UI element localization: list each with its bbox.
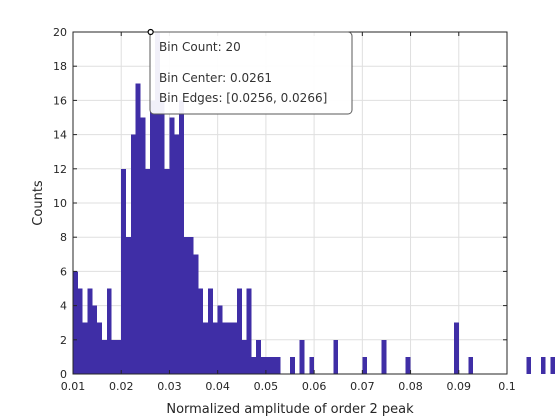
x-tick-label: 0.06	[302, 380, 327, 393]
histogram-bar[interactable]	[92, 305, 98, 374]
histogram-bar[interactable]	[193, 254, 199, 374]
datatip[interactable]: Bin Count: 20 Bin Center: 0.0261 Bin Edg…	[147, 28, 353, 115]
y-tick-label: 8	[60, 231, 67, 244]
y-axis-label: Counts	[31, 180, 46, 226]
x-tick-label: 0.08	[398, 380, 423, 393]
x-tick-label: 0.09	[447, 380, 472, 393]
histogram-bar[interactable]	[381, 339, 387, 374]
y-tick-label: 0	[60, 368, 67, 381]
histogram-bar[interactable]	[526, 356, 532, 374]
histogram-bar[interactable]	[101, 339, 107, 374]
histogram-bar[interactable]	[232, 322, 237, 374]
x-tick-label: 0.02	[109, 380, 134, 393]
histogram-bar[interactable]	[174, 134, 180, 374]
x-tick-label: 0.05	[254, 380, 279, 393]
histogram-bar[interactable]	[299, 339, 305, 374]
histogram-bar[interactable]	[203, 322, 209, 374]
histogram-bar[interactable]	[130, 134, 136, 374]
histogram-bar[interactable]	[290, 356, 295, 374]
histogram-bar[interactable]	[111, 339, 117, 374]
histogram-bar[interactable]	[154, 32, 160, 374]
x-tick-label: 0.04	[205, 380, 230, 393]
histogram-bar[interactable]	[241, 339, 247, 374]
histogram-bar[interactable]	[405, 356, 411, 374]
histogram-bar[interactable]	[73, 271, 78, 374]
histogram-bar[interactable]	[145, 168, 151, 374]
histogram-bar[interactable]	[183, 237, 189, 374]
histogram-bar[interactable]	[212, 322, 218, 374]
histogram-bar[interactable]	[150, 100, 155, 375]
y-tick-label: 2	[60, 334, 67, 347]
histogram-bar[interactable]	[135, 83, 141, 375]
histogram-bar[interactable]	[251, 356, 257, 374]
histogram-bar[interactable]	[256, 339, 262, 374]
histogram-bar[interactable]	[246, 288, 252, 375]
y-tick-label: 4	[60, 300, 67, 313]
histogram-bar[interactable]	[217, 305, 223, 374]
histogram-bar[interactable]	[77, 288, 83, 375]
histogram-bar[interactable]	[362, 356, 368, 374]
x-tick-label: 0.07	[350, 380, 375, 393]
histogram-bar[interactable]	[140, 117, 146, 375]
histogram-bar[interactable]	[261, 356, 266, 374]
datatip-bin-edges: Bin Edges: [0.0256, 0.0266]	[159, 91, 327, 105]
histogram-bar[interactable]	[116, 339, 122, 374]
x-tick-label: 0.01	[61, 380, 86, 393]
datatip-bin-count: Bin Count: 20	[159, 40, 241, 54]
histogram-bar[interactable]	[198, 288, 204, 375]
datatip-marker[interactable]	[147, 28, 154, 36]
histogram-bar[interactable]	[188, 237, 194, 374]
histogram-bar[interactable]	[468, 356, 474, 374]
histogram-bar[interactable]	[236, 288, 242, 375]
y-tick-label: 12	[53, 163, 67, 176]
histogram-bar[interactable]	[333, 339, 339, 374]
histogram-bar[interactable]	[164, 168, 170, 374]
y-tick-label: 20	[53, 26, 67, 39]
histogram-bar[interactable]	[540, 356, 546, 374]
histogram-bar[interactable]	[309, 356, 315, 374]
histogram-bar[interactable]	[179, 100, 184, 375]
y-tick-label: 18	[53, 60, 67, 73]
histogram-bar[interactable]	[270, 356, 276, 374]
histogram-bar[interactable]	[227, 322, 233, 374]
histogram-bar[interactable]	[159, 100, 165, 375]
y-tick-label: 10	[53, 197, 67, 210]
histogram-bars	[73, 32, 556, 375]
histogram-bar[interactable]	[275, 356, 281, 374]
tick-labels: 0.01 0.02 0.03 0.04 0.05 0.06 0.07 0.08 0.09 0.1 0…	[53, 26, 516, 393]
x-tick-label: 0.03	[157, 380, 182, 393]
histogram-bar[interactable]	[87, 288, 93, 375]
y-tick-label: 14	[53, 129, 67, 142]
datatip-bin-center: Bin Center: 0.0261	[159, 71, 272, 85]
histogram-bar[interactable]	[106, 288, 112, 375]
histogram-bar[interactable]	[453, 322, 459, 374]
histogram-bar[interactable]	[97, 322, 102, 374]
y-tick-label: 6	[60, 265, 67, 278]
x-axis-label: Normalized amplitude of order 2 peak	[166, 402, 414, 417]
y-tick-label: 16	[53, 94, 67, 107]
histogram-bar[interactable]	[265, 356, 271, 374]
histogram-bar[interactable]	[82, 322, 88, 374]
histogram-bar[interactable]	[126, 237, 131, 374]
histogram-bar[interactable]	[550, 356, 556, 374]
histogram-bar[interactable]	[121, 168, 127, 374]
datatip-box	[149, 31, 353, 115]
histogram-bar[interactable]	[208, 288, 213, 375]
x-tick-label: 0.1	[498, 380, 516, 393]
histogram-bar[interactable]	[169, 117, 175, 375]
histogram-bar[interactable]	[222, 322, 228, 374]
